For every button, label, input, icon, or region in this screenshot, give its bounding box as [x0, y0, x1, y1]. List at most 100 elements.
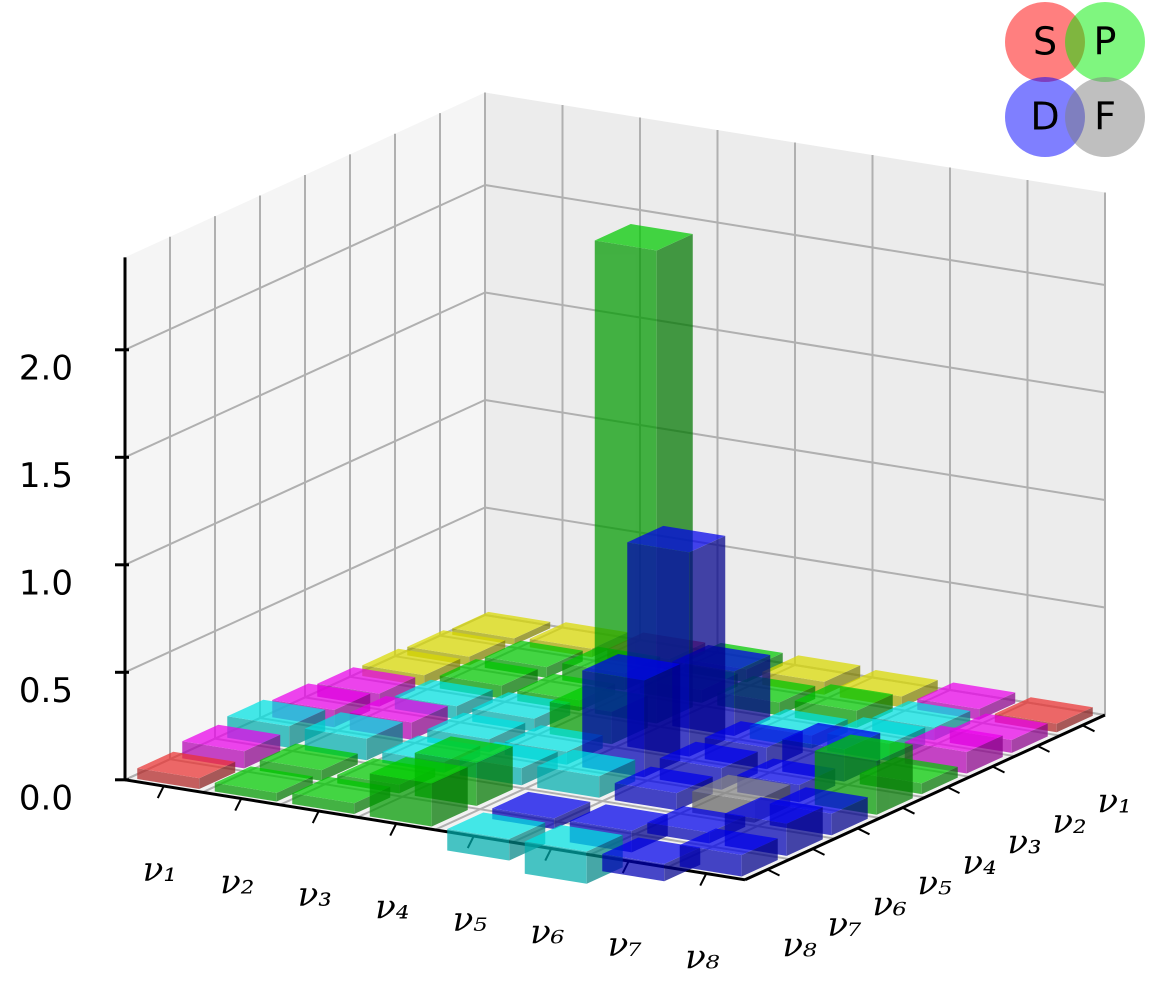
- z-tick-label: 1.5: [19, 456, 73, 496]
- bar-top: [614, 766, 713, 794]
- bar-face: [411, 706, 448, 740]
- bar-top: [259, 743, 358, 771]
- x-tick-label: ν₂: [220, 863, 254, 903]
- legend-label: S: [1033, 20, 1057, 64]
- x-tick: [234, 798, 243, 811]
- bar-top: [427, 712, 526, 740]
- bar: [137, 751, 236, 789]
- bar-face: [979, 692, 1016, 720]
- bar-top: [904, 725, 1003, 752]
- bar-top: [362, 648, 461, 676]
- bar-face: [137, 768, 200, 789]
- legend-swatch: [1005, 77, 1085, 157]
- y-tick-label: ν₅: [917, 864, 952, 904]
- y-tick: [812, 848, 825, 856]
- bar-face: [366, 722, 403, 761]
- bar-top: [647, 806, 746, 833]
- bar: [214, 766, 313, 802]
- legend-label: P: [1094, 20, 1117, 64]
- grid-line: [484, 399, 1106, 501]
- bar-top: [724, 797, 823, 824]
- bar-face: [582, 670, 645, 778]
- grid-line: [124, 291, 486, 459]
- x-tick: [311, 810, 320, 824]
- bar-top: [737, 758, 836, 785]
- bar-top: [524, 825, 623, 852]
- bar-face: [602, 853, 665, 882]
- bar-top: [292, 776, 391, 804]
- bar-top: [439, 659, 538, 686]
- bar-face: [901, 680, 938, 708]
- y-tick-label: ν₃: [1007, 823, 1041, 863]
- bar-top: [872, 701, 971, 728]
- z-tick-label: 2.0: [19, 348, 73, 388]
- bar-top: [692, 774, 791, 802]
- bar-face: [292, 793, 355, 814]
- bar: [679, 828, 778, 877]
- bar-face: [199, 761, 236, 789]
- x-tick-label: ν₅: [453, 900, 488, 940]
- x-tick: [156, 785, 165, 799]
- bar-top: [369, 757, 468, 784]
- y-tick-label: ν₂: [1052, 802, 1086, 842]
- bar-face: [537, 766, 600, 798]
- grid-line: [124, 506, 486, 674]
- bar-top: [414, 736, 513, 763]
- bar-top: [452, 611, 551, 639]
- bar-top: [704, 721, 803, 748]
- bar-face: [214, 782, 277, 802]
- bar-top: [537, 749, 636, 777]
- legend-swatch: [1065, 77, 1145, 157]
- bar-top: [182, 724, 281, 752]
- bar-top: [272, 683, 371, 710]
- bar-face: [599, 759, 636, 798]
- y-tick: [902, 806, 915, 815]
- y-tick-label: ν₁: [1097, 781, 1131, 821]
- bar-face: [524, 841, 587, 884]
- bar-face: [447, 828, 510, 861]
- bar-face: [554, 801, 591, 830]
- legend-label: F: [1094, 95, 1116, 139]
- x-tick-label: ν₃: [298, 875, 332, 915]
- y-axis: [744, 713, 1106, 882]
- bar-top: [214, 766, 313, 793]
- bar: [492, 791, 591, 830]
- bar-face: [276, 776, 313, 802]
- bar-top: [227, 699, 326, 727]
- bar: [582, 653, 681, 778]
- legend-swatch: [1065, 2, 1145, 82]
- bar-face: [476, 746, 513, 806]
- bar-top: [602, 837, 701, 864]
- bar-face: [469, 640, 506, 666]
- bar-face: [966, 735, 1003, 774]
- bar-face: [514, 621, 551, 645]
- bar-face: [734, 655, 771, 736]
- z-tick-label: 1.0: [19, 563, 73, 603]
- bar-face: [244, 734, 281, 769]
- bar-face: [921, 766, 958, 795]
- bar-face: [786, 807, 823, 856]
- bar-face: [501, 669, 538, 699]
- bar-face: [741, 838, 778, 877]
- bar-face: [456, 689, 493, 720]
- bar-top: [447, 812, 546, 839]
- bar-top: [304, 712, 403, 739]
- bar-top: [814, 734, 913, 761]
- grid-line: [484, 291, 1106, 394]
- bar-face: [644, 663, 681, 778]
- bar-top: [794, 684, 893, 711]
- y-tick: [857, 827, 870, 836]
- bar-top: [659, 741, 758, 769]
- x-tick: [699, 873, 708, 886]
- bar-face: [1056, 707, 1093, 733]
- z-tick-label: 0.5: [19, 671, 73, 711]
- y-tick: [767, 868, 780, 877]
- bar: [537, 749, 636, 798]
- z-tick-label: 0.0: [19, 778, 73, 818]
- bar-top: [492, 791, 591, 819]
- y-tick: [992, 765, 1005, 774]
- legend-label: D: [1030, 95, 1059, 139]
- legend-swatch: [1005, 2, 1085, 82]
- grid-line: [484, 506, 1106, 609]
